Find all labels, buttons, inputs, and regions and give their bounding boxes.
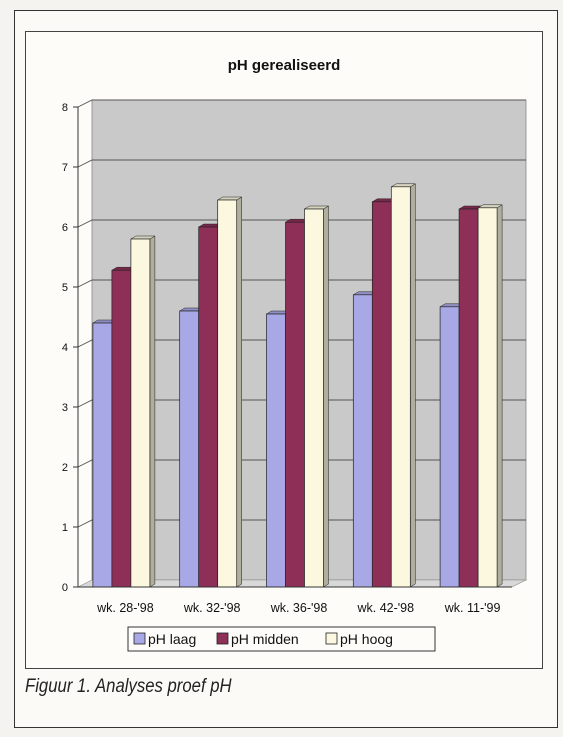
chart-title: pH gerealiseerd — [228, 57, 341, 74]
bar-ph-hoog — [477, 204, 504, 588]
legend-swatch — [216, 632, 229, 645]
y-tick-label: 2 — [62, 462, 68, 474]
y-tick-label: 5 — [62, 282, 68, 294]
bar-ph-hoog — [303, 205, 330, 588]
bar-ph-hoog — [390, 183, 417, 588]
y-tick-label: 0 — [62, 582, 68, 594]
bar-front — [352, 294, 373, 588]
bar-front — [111, 269, 132, 588]
bar-front — [92, 322, 113, 588]
bar-side — [236, 196, 242, 588]
x-tick-label: wk. 42-'98 — [357, 601, 415, 615]
bar-front — [217, 199, 238, 588]
legend-box — [127, 626, 436, 652]
y-tick-label: 4 — [62, 342, 68, 354]
x-tick-label: wk. 36-'98 — [270, 601, 328, 615]
bar-side — [496, 204, 503, 588]
legend-swatch — [325, 632, 338, 645]
x-tick-label: wk. 32-'98 — [183, 601, 241, 615]
chart-box: pH gerealiseerd 0 1 2 3 4 5 6 7 8 wk. 28-'98 wk. 3… — [25, 31, 543, 669]
bar-front — [179, 310, 200, 588]
bar-ph-hoog — [216, 196, 243, 588]
bar-front — [371, 201, 392, 588]
bar-side — [149, 235, 156, 588]
bar-side — [323, 205, 329, 588]
y-tick-label: 8 — [62, 102, 68, 114]
plot-area: 0 1 2 3 4 5 6 7 8 wk. 28-'98 wk. 32-'98 wk. 36-'98 w… — [62, 99, 527, 615]
bar-front — [304, 208, 324, 588]
bar-front — [285, 221, 305, 588]
x-tick-label: wk. 11-'99 — [444, 601, 501, 615]
chart: pH gerealiseerd 0 1 2 3 4 5 6 7 8 wk. 28-'98 wk. 3… — [62, 57, 527, 652]
bar-front — [266, 313, 286, 588]
bar-front — [390, 186, 411, 588]
bar-side — [410, 183, 416, 588]
gridline — [77, 159, 526, 168]
y-tick-label: 6 — [62, 222, 68, 234]
legend-label: pH laag — [148, 631, 196, 647]
x-tick-label: wk. 28-'98 — [96, 601, 154, 615]
bar-front — [439, 306, 460, 588]
bar-front — [458, 208, 479, 588]
y-tick-label: 3 — [62, 402, 68, 414]
figure-frame: pH gerealiseerd 0 1 2 3 4 5 6 7 8 wk. 28-'98 wk. 3… — [14, 10, 558, 728]
legend-label: pH midden — [231, 631, 299, 647]
bar-front — [477, 207, 498, 588]
bar-front — [130, 238, 151, 588]
y-tick-label: 7 — [62, 162, 68, 174]
figure-caption: Figuur 1. Analyses proef pH — [25, 676, 232, 697]
legend: pH laag pH midden pH hoog — [127, 626, 436, 652]
bar-front — [198, 226, 219, 588]
bar-ph-hoog — [129, 235, 156, 588]
legend-swatch — [133, 632, 146, 645]
legend-label: pH hoog — [340, 631, 393, 647]
gridline — [77, 99, 526, 108]
y-tick-label: 1 — [62, 522, 68, 534]
